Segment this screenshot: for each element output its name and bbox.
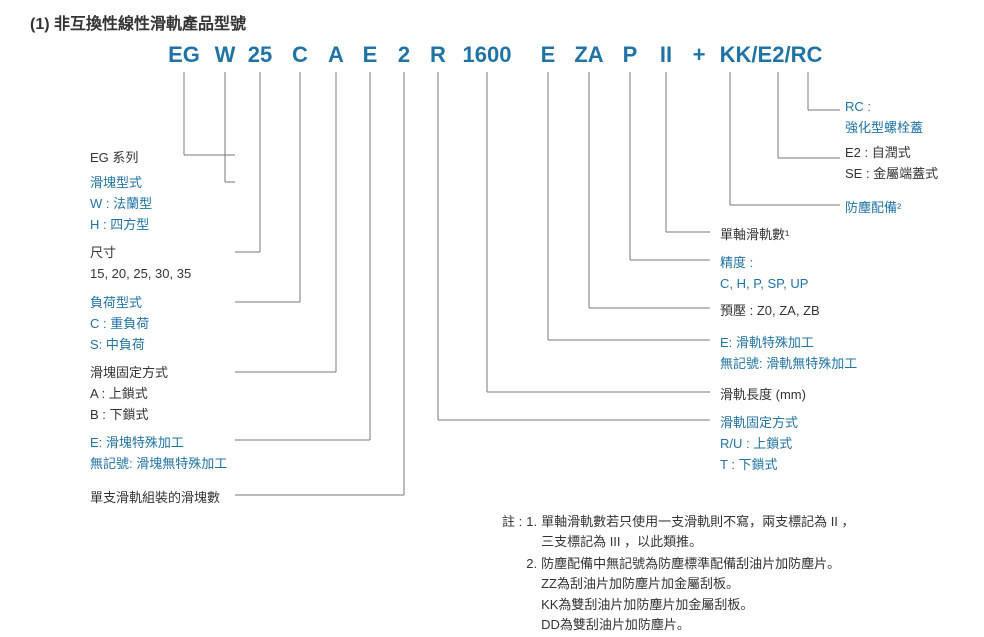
label-line: E: 滑軌特殊加工 (720, 333, 857, 354)
label-line: 滑軌固定方式 (720, 413, 798, 434)
label-suf_rc: RC :強化型螺栓蓋 (845, 97, 923, 139)
code-seg-seg_e2: E (538, 42, 558, 68)
label-line: RC : (845, 97, 923, 118)
label-line: 無記號: 滑塊無特殊加工 (90, 454, 227, 475)
notes-block: 註 :1.單軸滑軌數若只使用一支滑軌則不寫，兩支標記為 II ，三支標記為 II… (500, 510, 857, 637)
label-line: 滑塊固定方式 (90, 363, 168, 384)
label-seg_r: 滑軌固定方式R/U : 上鎖式T : 下鎖式 (720, 413, 798, 475)
label-seg_e2: E: 滑軌特殊加工無記號: 滑軌無特殊加工 (720, 333, 857, 375)
note-text: 防塵配備中無記號為防塵標準配備刮油片加防塵片。ZZ為刮油片加防塵片加金屬刮板。K… (541, 554, 854, 635)
label-seg_1600: 滑軌長度 (mm) (720, 385, 806, 406)
label-line: A : 上鎖式 (90, 384, 168, 405)
notes-prefix: 註 : (502, 512, 524, 635)
label-seg_c: 負荷型式C : 重負荷S: 中負荷 (90, 293, 149, 355)
label-line: 強化型螺栓蓋 (845, 118, 923, 139)
note-line: KK為雙刮油片加防塵片加金屬刮板。 (541, 595, 854, 615)
label-line: 滑塊型式 (90, 173, 152, 194)
label-line: 精度 : (720, 253, 808, 274)
label-line: B : 下鎖式 (90, 405, 168, 426)
label-line: E2 : 自潤式 (845, 143, 938, 164)
label-line: S: 中負荷 (90, 335, 149, 356)
label-line: 預壓 : Z0, ZA, ZB (720, 301, 820, 322)
code-seg-seg_2: 2 (394, 42, 414, 68)
note-index: 2. (526, 554, 539, 635)
label-seg_eg: EG 系列 (90, 148, 138, 169)
label-seg_za: 預壓 : Z0, ZA, ZB (720, 301, 820, 322)
label-suf_kk: 防塵配備² (845, 198, 901, 219)
label-line: 防塵配備² (845, 198, 901, 219)
note-line: ZZ為刮油片加防塵片加金屬刮板。 (541, 574, 854, 594)
note-line: 三支標記為 III ，以此類推。 (541, 532, 854, 552)
label-line: SE : 金屬端蓋式 (845, 164, 938, 185)
label-seg_2: 單支滑軌組裝的滑塊數 (90, 488, 220, 509)
code-seg-seg_za: ZA (572, 42, 606, 68)
label-line: W : 法蘭型 (90, 194, 152, 215)
code-seg-seg_ii: II (656, 42, 676, 68)
note-index: 1. (526, 512, 539, 552)
label-seg_a: 滑塊固定方式A : 上鎖式B : 下鎖式 (90, 363, 168, 425)
code-seg-seg_a: A (326, 42, 346, 68)
label-line: 負荷型式 (90, 293, 149, 314)
code-seg-seg_p: P (620, 42, 640, 68)
label-line: T : 下鎖式 (720, 455, 798, 476)
code-seg-seg_eg: EG (165, 42, 203, 68)
label-line: H : 四方型 (90, 215, 152, 236)
code-seg-seg_e1: E (360, 42, 380, 68)
label-line: C : 重負荷 (90, 314, 149, 335)
label-line: R/U : 上鎖式 (720, 434, 798, 455)
label-line: EG 系列 (90, 148, 138, 169)
note-line: 單軸滑軌數若只使用一支滑軌則不寫，兩支標記為 II ， (541, 512, 854, 532)
code-seg-seg_25: 25 (245, 42, 275, 68)
label-seg_25: 尺寸15, 20, 25, 30, 35 (90, 243, 191, 285)
label-line: 無記號: 滑軌無特殊加工 (720, 354, 857, 375)
note-text: 單軸滑軌數若只使用一支滑軌則不寫，兩支標記為 II ，三支標記為 III ，以此… (541, 512, 854, 552)
label-seg_w: 滑塊型式W : 法蘭型H : 四方型 (90, 173, 152, 235)
label-line: 滑軌長度 (mm) (720, 385, 806, 406)
code-seg-seg_w: W (213, 42, 237, 68)
page-title: (1) 非互換性線性滑軌產品型號 (30, 10, 246, 34)
label-seg_ii: 單軸滑軌數¹ (720, 225, 789, 246)
label-line: 單支滑軌組裝的滑塊數 (90, 488, 220, 509)
note-line: DD為雙刮油片加防塵片。 (541, 615, 854, 635)
label-suf_e2: E2 : 自潤式SE : 金屬端蓋式 (845, 143, 938, 185)
code-seg-seg_c: C (290, 42, 310, 68)
label-line: C, H, P, SP, UP (720, 274, 808, 295)
code-seg-seg_r: R (428, 42, 448, 68)
code-seg-seg_plus: + (690, 42, 708, 68)
label-line: 單軸滑軌數¹ (720, 225, 789, 246)
label-seg_p: 精度 :C, H, P, SP, UP (720, 253, 808, 295)
note-line: 防塵配備中無記號為防塵標準配備刮油片加防塵片。 (541, 554, 854, 574)
code-seg-seg_1600: 1600 (458, 42, 516, 68)
label-seg_e1: E: 滑塊特殊加工無記號: 滑塊無特殊加工 (90, 433, 227, 475)
label-line: E: 滑塊特殊加工 (90, 433, 227, 454)
label-line: 尺寸 (90, 243, 191, 264)
code-seg-seg_kk: KK/E2/RC (716, 42, 826, 68)
label-line: 15, 20, 25, 30, 35 (90, 264, 191, 285)
